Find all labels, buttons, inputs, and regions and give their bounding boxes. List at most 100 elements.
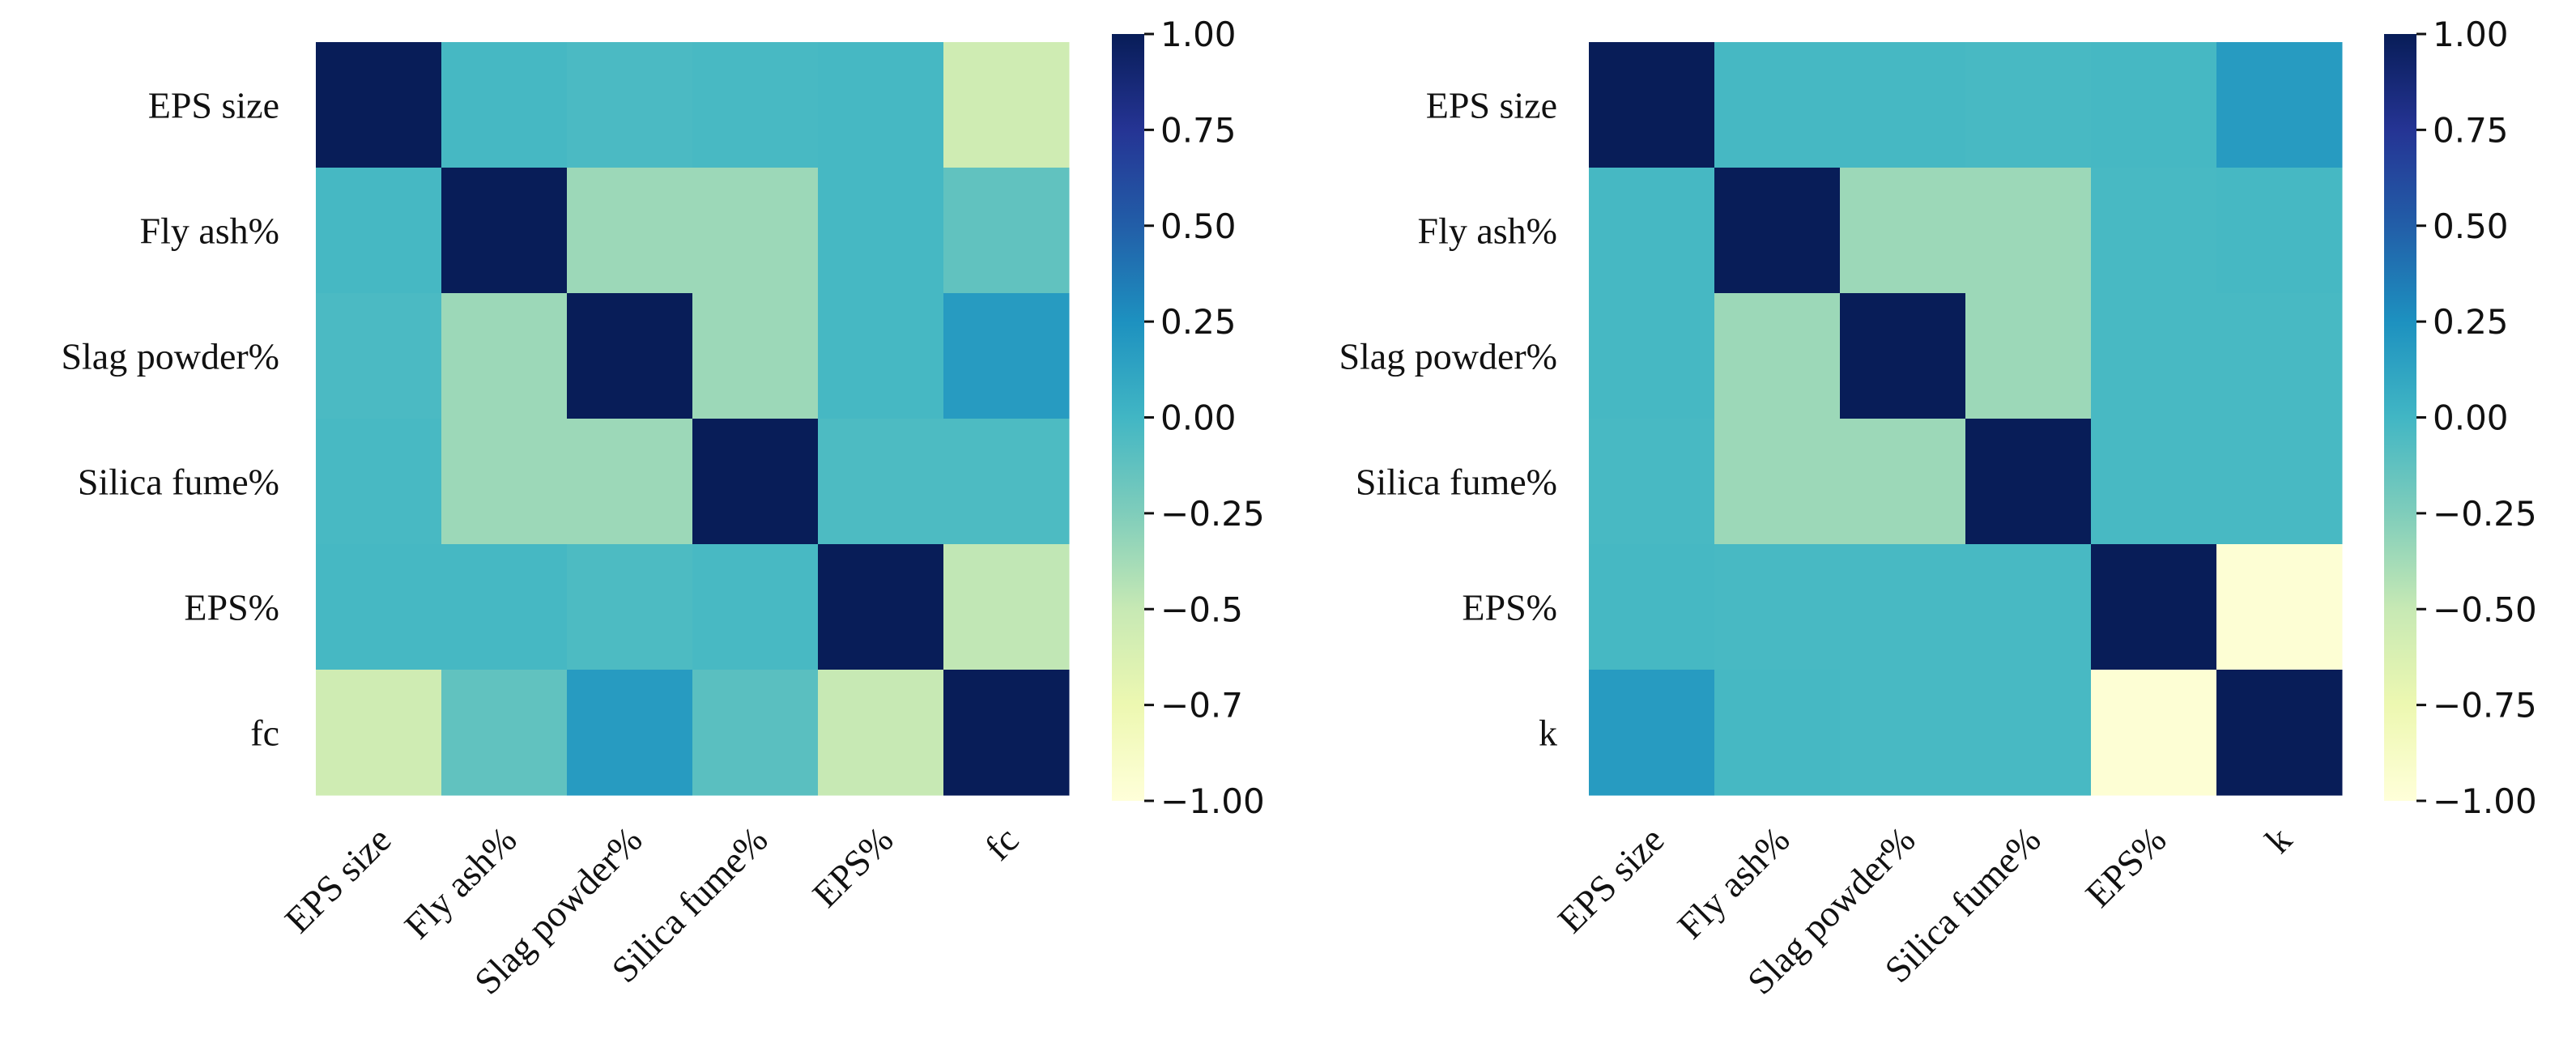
y-tick-label: Fly ash% [140, 211, 280, 252]
heatmap-cell [2216, 293, 2343, 419]
heatmap-cell [1965, 670, 2092, 796]
heatmap-cell [1589, 168, 1715, 294]
y-tick-label: Slag powder% [1339, 336, 1557, 377]
heatmap-cell [1714, 293, 1841, 419]
heatmap-cell [316, 42, 442, 168]
y-tick-label: EPS size [148, 85, 279, 126]
heatmap-cell [692, 42, 819, 168]
heatmap-cell [2216, 42, 2343, 168]
y-tick-label: Fly ash% [1418, 211, 1558, 252]
heatmap-cell [1714, 168, 1841, 294]
y-tick-label: EPS% [1462, 587, 1557, 628]
heatmap-cell [441, 419, 568, 545]
colorbar-tick-label: −0.25 [1160, 494, 1265, 534]
colorbar [2384, 34, 2416, 801]
heatmap-cell [1840, 419, 1966, 545]
colorbar-tick-label: −0.5 [1160, 589, 1243, 629]
colorbar-tick-label: −1.00 [1160, 781, 1265, 821]
x-tick-label: EPS size [277, 819, 399, 941]
colorbar-tick-label: 0.75 [1160, 110, 1237, 150]
heatmap-cell [1589, 42, 1715, 168]
heatmap-cell [316, 670, 442, 796]
heatmap-cell [1714, 670, 1841, 796]
x-tick-label: k [2257, 819, 2299, 861]
heatmap-cell [2091, 670, 2217, 796]
heatmap-cell [692, 419, 819, 545]
heatmap-cell [1714, 42, 1841, 168]
heatmap-cell [2216, 168, 2343, 294]
heatmap-cell [943, 293, 1070, 419]
heatmap-cell [2216, 419, 2343, 545]
colorbar [1112, 34, 1144, 801]
heatmap-cell [692, 544, 819, 670]
colorbar-tick-label: −0.75 [2433, 686, 2537, 726]
heatmap-cell [441, 293, 568, 419]
heatmap-cell [1840, 670, 1966, 796]
colorbar-tick-label: 0.75 [2433, 110, 2509, 150]
y-tick-label: fc [250, 713, 279, 754]
heatmap-cell [2216, 544, 2343, 670]
heatmap-cell [441, 42, 568, 168]
y-tick-label: Silica fume% [78, 462, 279, 503]
heatmap-cell [818, 419, 944, 545]
heatmap-cell [567, 42, 693, 168]
heatmap-cell [1589, 419, 1715, 545]
y-tick-label: EPS% [184, 587, 279, 628]
heatmap-cell [1714, 419, 1841, 545]
heatmap-cell [316, 168, 442, 294]
heatmap-cell [316, 544, 442, 670]
colorbar-tick-label: 1.00 [2433, 15, 2509, 54]
heatmap-cell [441, 544, 568, 670]
x-tick-label: Fly ash% [397, 819, 525, 947]
heatmap-cell [567, 168, 693, 294]
x-tick-label: EPS size [1550, 819, 1672, 941]
heatmap-cell [692, 293, 819, 419]
heatmap-cell [316, 419, 442, 545]
colorbar-tick-label: 0.00 [2433, 398, 2509, 438]
heatmap-cell [2091, 419, 2217, 545]
colorbar-tick-label: −1.00 [2433, 781, 2537, 821]
heatmap-cell [1589, 544, 1715, 670]
colorbar-tick-label: 0.50 [1160, 206, 1237, 246]
y-tick-label: EPS size [1426, 85, 1557, 126]
heatmap-cell [441, 168, 568, 294]
heatmap-cell [1965, 419, 2092, 545]
heatmap-cell [943, 544, 1070, 670]
colorbar-tick-label: −0.50 [2433, 589, 2537, 629]
colorbar-tick-label: 0.25 [1160, 302, 1237, 342]
heatmap-cell [1714, 544, 1841, 670]
heatmap-cell [1589, 293, 1715, 419]
heatmap-cell [2091, 42, 2217, 168]
heatmap-cell [818, 670, 944, 796]
heatmap-cell [692, 168, 819, 294]
heatmap-cell [818, 544, 944, 670]
heatmap-cell [1840, 293, 1966, 419]
heatmap-cell [2091, 544, 2217, 670]
heatmap-cell [1965, 42, 2092, 168]
heatmap-cell [567, 544, 693, 670]
heatmap-cell [943, 419, 1070, 545]
heatmap-cell [1965, 544, 2092, 670]
heatmap-cell [818, 293, 944, 419]
colorbar-tick-label: 0.50 [2433, 206, 2509, 246]
colorbar-tick-label: 0.00 [1160, 398, 1237, 438]
heatmap-cell [943, 42, 1070, 168]
heatmap-cell [2091, 293, 2217, 419]
heatmap-cell [1589, 670, 1715, 796]
y-tick-label: Slag powder% [61, 336, 279, 377]
heatmap-cell [1840, 544, 1966, 670]
heatmap-cell [1840, 42, 1966, 168]
x-tick-label: fc [977, 819, 1026, 868]
colorbar-tick-label: 1.00 [1160, 15, 1237, 54]
heatmap-cell [567, 670, 693, 796]
colorbar-tick-label: 0.25 [2433, 302, 2509, 342]
y-tick-label: k [1539, 713, 1557, 754]
heatmap-cell [943, 168, 1070, 294]
colorbar-tick-label: −0.7 [1160, 686, 1243, 726]
heatmap-cell [818, 42, 944, 168]
x-tick-label: Fly ash% [1670, 819, 1798, 947]
heatmap-cell [943, 670, 1070, 796]
